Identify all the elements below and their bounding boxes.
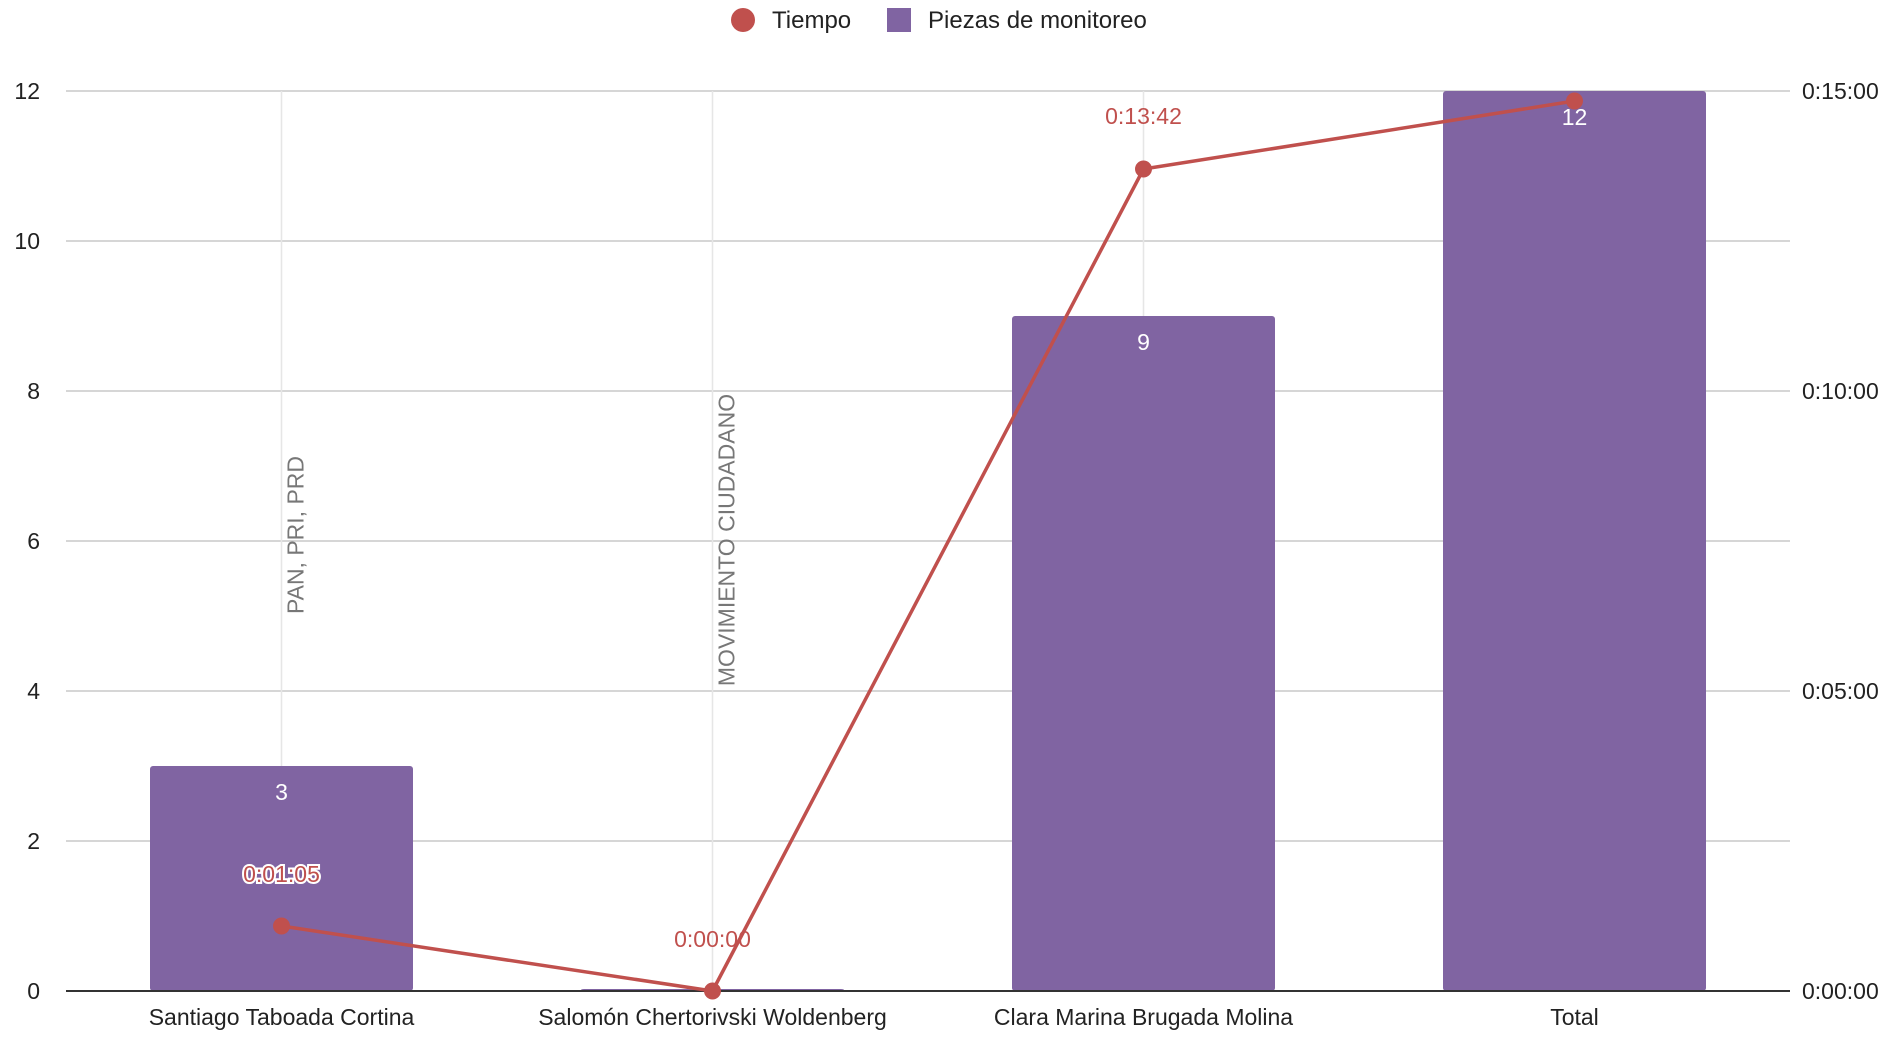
y-left-tick-label: 12 (14, 78, 40, 104)
line-point (273, 917, 290, 935)
x-tick-label: Total (1550, 1004, 1599, 1030)
bar-data-label: 9 (1137, 329, 1150, 355)
y-left-tick-label: 2 (27, 828, 40, 854)
category-annotation: MOVIMIENTO CIUDADANO (714, 394, 740, 686)
bar (1443, 91, 1706, 991)
line-series (273, 92, 1583, 1000)
axes: 0 2 4 6 8 10 12 0:00:00 0:05:00 0:10:00 0:15:00 San… (14, 78, 1878, 1030)
y-left-tick-label: 10 (14, 228, 40, 254)
y-left-tick-label: 6 (27, 528, 40, 554)
line-point (1566, 92, 1583, 110)
y-right-tick-label: 0:05:00 (1802, 678, 1879, 704)
legend-label-piezas: Piezas de monitoreo (928, 7, 1147, 34)
line-point (704, 982, 721, 1000)
tiempo-line (281, 99, 1575, 993)
bar-series (150, 91, 1706, 991)
y-right-tick-label: 0:00:00 (1802, 978, 1879, 1004)
x-tick-label: Santiago Taboada Cortina (149, 1004, 415, 1030)
line-data-labels: 0:01:05 0:00:00 0:13:42 (241, 103, 1182, 952)
legend-marker-tiempo (731, 8, 755, 32)
y-left-tick-label: 8 (27, 378, 40, 404)
line-data-label: 0:13:42 (1105, 103, 1182, 129)
legend: Tiempo Piezas de monitoreo (731, 7, 1147, 34)
y-right-tick-label: 0:10:00 (1802, 378, 1879, 404)
bar-data-label: 3 (275, 779, 288, 805)
bar (1012, 316, 1275, 991)
y-left-tick-label: 0 (27, 978, 40, 1004)
x-tick-label: Salomón Chertorivski Woldenberg (538, 1004, 887, 1030)
x-tick-label: Clara Marina Brugada Molina (994, 1004, 1293, 1030)
y-left-tick-label: 4 (27, 678, 40, 704)
line-data-label: 0:00:00 (674, 926, 751, 952)
legend-marker-piezas (887, 8, 911, 32)
y-right-tick-label: 0:15:00 (1802, 78, 1879, 104)
category-annotation: PAN, PRI, PRD (283, 456, 309, 614)
line-point (1135, 160, 1152, 178)
line-data-label: 0:01:05 (243, 861, 320, 887)
legend-label-tiempo: Tiempo (772, 7, 851, 34)
